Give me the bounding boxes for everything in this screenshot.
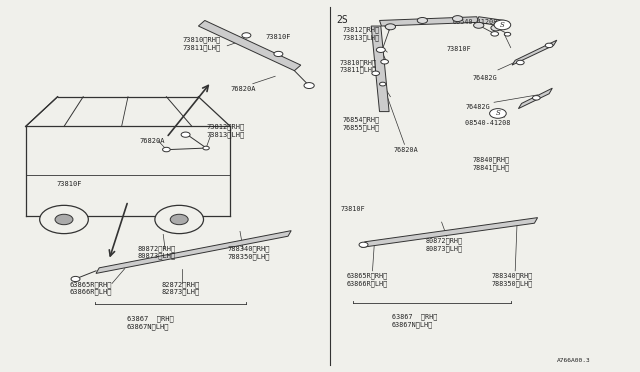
Text: 08540-41208: 08540-41208 xyxy=(453,19,499,25)
Text: A766A00.3: A766A00.3 xyxy=(557,358,591,363)
Text: 76820A: 76820A xyxy=(394,147,419,153)
Text: 73810〈RH〉
73811〈LH〉: 73810〈RH〉 73811〈LH〉 xyxy=(339,59,376,73)
Circle shape xyxy=(474,22,484,28)
Circle shape xyxy=(381,60,388,64)
Text: 73810〈RH〉
73811〈LH〉: 73810〈RH〉 73811〈LH〉 xyxy=(182,37,221,51)
Circle shape xyxy=(40,205,88,234)
Text: 76482G: 76482G xyxy=(472,75,497,81)
Text: 788340〈RH〉
788350〈LH〉: 788340〈RH〉 788350〈LH〉 xyxy=(492,273,532,287)
Text: S: S xyxy=(495,109,500,118)
Text: 76820A: 76820A xyxy=(230,86,256,92)
Circle shape xyxy=(304,83,314,89)
Polygon shape xyxy=(477,17,504,26)
Polygon shape xyxy=(371,26,389,112)
Text: 73810F: 73810F xyxy=(266,34,291,40)
Circle shape xyxy=(359,242,368,247)
Text: 63865R〈RH〉
63866R〈LH〉: 63865R〈RH〉 63866R〈LH〉 xyxy=(69,281,111,295)
Text: 2S: 2S xyxy=(336,16,348,25)
Text: 76854〈RH〉
76855〈LH〉: 76854〈RH〉 76855〈LH〉 xyxy=(342,116,380,131)
Circle shape xyxy=(491,25,501,31)
Text: 73810F: 73810F xyxy=(340,206,365,212)
Text: 63865R〈RH〉
63866R〈LH〉: 63865R〈RH〉 63866R〈LH〉 xyxy=(347,273,388,287)
Circle shape xyxy=(163,147,170,152)
Text: 73810F: 73810F xyxy=(447,46,472,52)
Text: 63867  〈RH〉
63867N〈LH〉: 63867 〈RH〉 63867N〈LH〉 xyxy=(127,316,173,330)
Circle shape xyxy=(532,96,540,100)
Text: S: S xyxy=(500,21,505,29)
Circle shape xyxy=(71,276,80,282)
Text: 788340〈RH〉
788350〈LH〉: 788340〈RH〉 788350〈LH〉 xyxy=(227,246,269,260)
Circle shape xyxy=(55,214,73,225)
Circle shape xyxy=(491,32,499,36)
Circle shape xyxy=(494,20,511,30)
Text: 08540-41208: 08540-41208 xyxy=(461,120,510,126)
Circle shape xyxy=(490,109,506,118)
Polygon shape xyxy=(380,17,479,26)
Circle shape xyxy=(376,47,385,52)
Circle shape xyxy=(274,51,283,57)
Circle shape xyxy=(372,71,380,76)
Circle shape xyxy=(203,146,209,150)
Circle shape xyxy=(181,132,190,137)
Polygon shape xyxy=(518,88,552,109)
Polygon shape xyxy=(198,20,301,71)
Text: 80872〈RH〉
80873〈LH〉: 80872〈RH〉 80873〈LH〉 xyxy=(426,238,463,252)
Polygon shape xyxy=(512,40,557,65)
Text: 63867  〈RH〉
63867N〈LH〉: 63867 〈RH〉 63867N〈LH〉 xyxy=(392,314,437,328)
Text: 73810F: 73810F xyxy=(56,181,82,187)
Circle shape xyxy=(385,24,396,30)
Text: 78840〈RH〉
78841〈LH〉: 78840〈RH〉 78841〈LH〉 xyxy=(472,157,509,171)
Text: 82872〈RH〉
82873〈LH〉: 82872〈RH〉 82873〈LH〉 xyxy=(161,281,200,295)
Circle shape xyxy=(504,32,511,36)
Circle shape xyxy=(516,60,524,65)
Circle shape xyxy=(242,33,251,38)
Circle shape xyxy=(155,205,204,234)
Polygon shape xyxy=(362,218,538,247)
Circle shape xyxy=(170,214,188,225)
Text: 76820A: 76820A xyxy=(140,138,165,144)
Text: 73812〈RH〉
73813〈LH〉: 73812〈RH〉 73813〈LH〉 xyxy=(206,124,244,138)
Circle shape xyxy=(417,17,428,23)
Polygon shape xyxy=(96,231,291,273)
Circle shape xyxy=(452,16,463,22)
Text: 80872〈RH〉
80873〈LH〉: 80872〈RH〉 80873〈LH〉 xyxy=(138,245,176,259)
Text: 73812〈RH〉
73813〈LH〉: 73812〈RH〉 73813〈LH〉 xyxy=(342,26,380,41)
Circle shape xyxy=(545,43,553,48)
Text: 76482G: 76482G xyxy=(466,104,491,110)
Circle shape xyxy=(380,82,386,86)
